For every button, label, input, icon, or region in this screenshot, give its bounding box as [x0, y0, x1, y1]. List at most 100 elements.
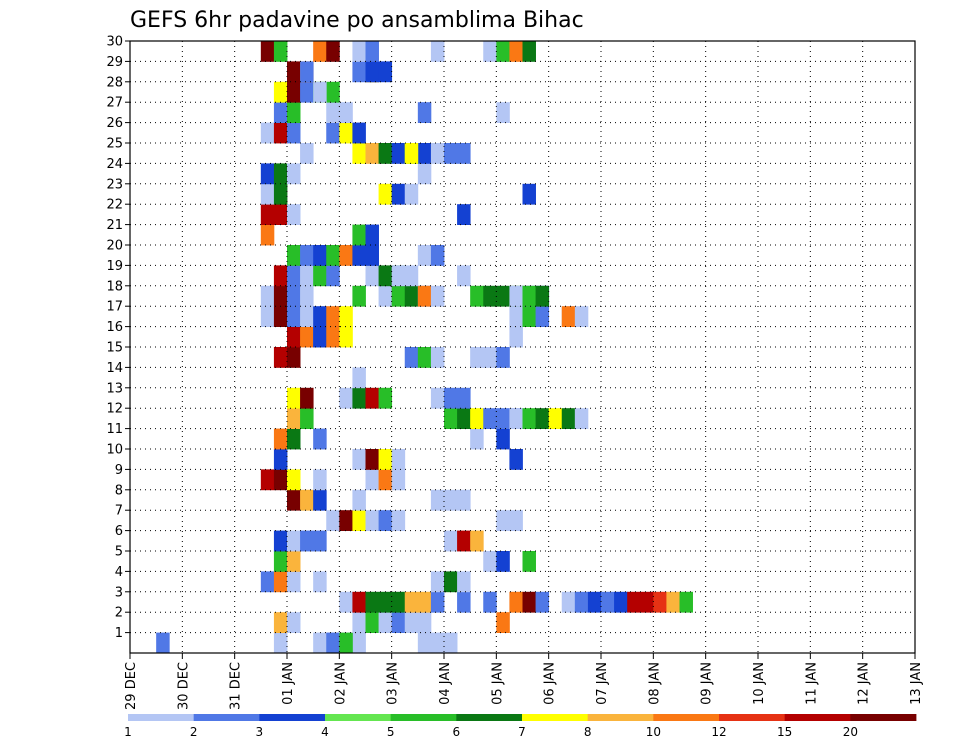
precip-cell — [339, 591, 353, 613]
y-tick-label: 20 — [106, 239, 123, 254]
precip-cell — [561, 306, 576, 327]
precip-cell — [300, 265, 314, 287]
precip-cell — [287, 489, 301, 511]
precip-cell — [352, 489, 366, 511]
precip-cell — [522, 591, 536, 613]
colorbar-swatch — [719, 714, 786, 721]
precip-cell — [352, 367, 366, 389]
y-tick-label: 25 — [106, 137, 123, 152]
precip-cell — [417, 347, 432, 368]
y-tick-label: 19 — [106, 259, 123, 274]
precip-cell — [352, 612, 366, 633]
x-axis: 29 DEC 30 DEC 31 DEC 01 JAN 02 JAN 03 JAN 04 J… — [124, 653, 924, 710]
precip-cell — [260, 306, 275, 327]
precip-cell — [352, 591, 366, 613]
precip-cell — [287, 61, 301, 83]
precip-cell — [326, 102, 353, 123]
precip-cell — [574, 408, 589, 429]
precip-cell — [430, 591, 445, 613]
chart-title: GEFS 6hr padavine po ansamblima Bihac — [130, 8, 584, 33]
precip-cell — [273, 449, 288, 470]
precip-cell — [313, 489, 327, 511]
y-tick-label: 12 — [106, 402, 123, 417]
precip-cell — [522, 408, 536, 429]
precip-cell — [260, 469, 275, 491]
colorbar-label: 5 — [387, 725, 395, 739]
y-tick-label: 29 — [106, 55, 123, 70]
precip-cell — [444, 571, 458, 593]
y-tick-label: 13 — [106, 381, 123, 396]
precip-cell — [574, 306, 589, 327]
precip-cell — [287, 122, 301, 144]
colorbar-swatch — [325, 714, 392, 721]
precip-cell — [404, 183, 419, 205]
grid-lines — [130, 40, 915, 653]
precip-cell — [273, 41, 288, 62]
precip-cell — [260, 224, 275, 246]
x-tick-label: 09 JAN — [700, 662, 715, 705]
precip-cell — [522, 183, 536, 205]
y-tick-label: 6 — [115, 524, 123, 539]
x-tick-label: 31 DEC — [229, 662, 244, 710]
precip-cell — [404, 347, 419, 368]
precip-cell — [339, 326, 353, 348]
precip-cell — [339, 387, 353, 409]
precip-cell — [365, 510, 379, 531]
x-tick-label: 11 JAN — [804, 662, 819, 705]
precip-cell — [391, 612, 406, 633]
precip-cell — [483, 551, 497, 572]
precip-cell — [260, 183, 275, 205]
precip-cell — [339, 632, 353, 654]
x-tick-label: 06 JAN — [543, 662, 558, 705]
precip-cell — [378, 183, 393, 205]
precip-cell — [287, 612, 301, 633]
precip-cell — [326, 41, 340, 62]
precip-cell — [430, 245, 445, 266]
x-tick-label: 04 JAN — [438, 662, 453, 705]
precip-cell — [287, 204, 301, 225]
precip-cell — [391, 265, 419, 287]
x-tick-label: 13 JAN — [909, 662, 924, 705]
precip-cell — [496, 41, 510, 62]
precip-cell — [365, 612, 379, 633]
precip-cell — [352, 61, 366, 83]
y-tick-label: 15 — [106, 341, 123, 356]
precip-cell — [457, 265, 471, 287]
precip-cell — [417, 143, 432, 164]
colorbar-swatch — [456, 714, 523, 721]
precip-cell — [470, 285, 484, 307]
y-tick-label: 5 — [115, 545, 123, 560]
x-tick-label: 29 DEC — [124, 662, 139, 710]
precip-cell — [365, 265, 379, 287]
x-tick-label: 30 DEC — [176, 662, 191, 710]
precip-cell — [273, 347, 288, 368]
precip-cell — [273, 632, 288, 654]
precip-cell — [470, 347, 484, 368]
precip-cells — [156, 41, 693, 654]
precip-cell — [287, 387, 301, 409]
precip-cell — [417, 102, 432, 123]
y-axis: 1234567891011121314151617181920212223242… — [106, 35, 130, 641]
precip-cell — [522, 41, 536, 62]
colorbar-label: 15 — [777, 725, 792, 739]
precip-cell — [352, 224, 366, 246]
precip-cell — [352, 143, 366, 164]
precip-cell — [444, 387, 471, 409]
precip-cell — [156, 632, 170, 654]
precip-cell — [430, 347, 445, 368]
precip-cell — [391, 183, 406, 205]
precip-cell — [287, 245, 301, 266]
precip-cell — [287, 469, 301, 491]
colorbar-label: 12 — [711, 725, 726, 739]
precip-cell — [417, 163, 432, 185]
precip-cell — [444, 530, 458, 552]
y-tick-label: 26 — [106, 116, 123, 131]
colorbar-swatch — [193, 714, 260, 721]
precip-cell — [601, 591, 615, 613]
precip-cell — [273, 530, 288, 552]
precip-cell — [378, 449, 393, 470]
precip-cell — [287, 571, 301, 593]
precip-cell — [339, 510, 353, 531]
precip-cell — [444, 143, 471, 164]
